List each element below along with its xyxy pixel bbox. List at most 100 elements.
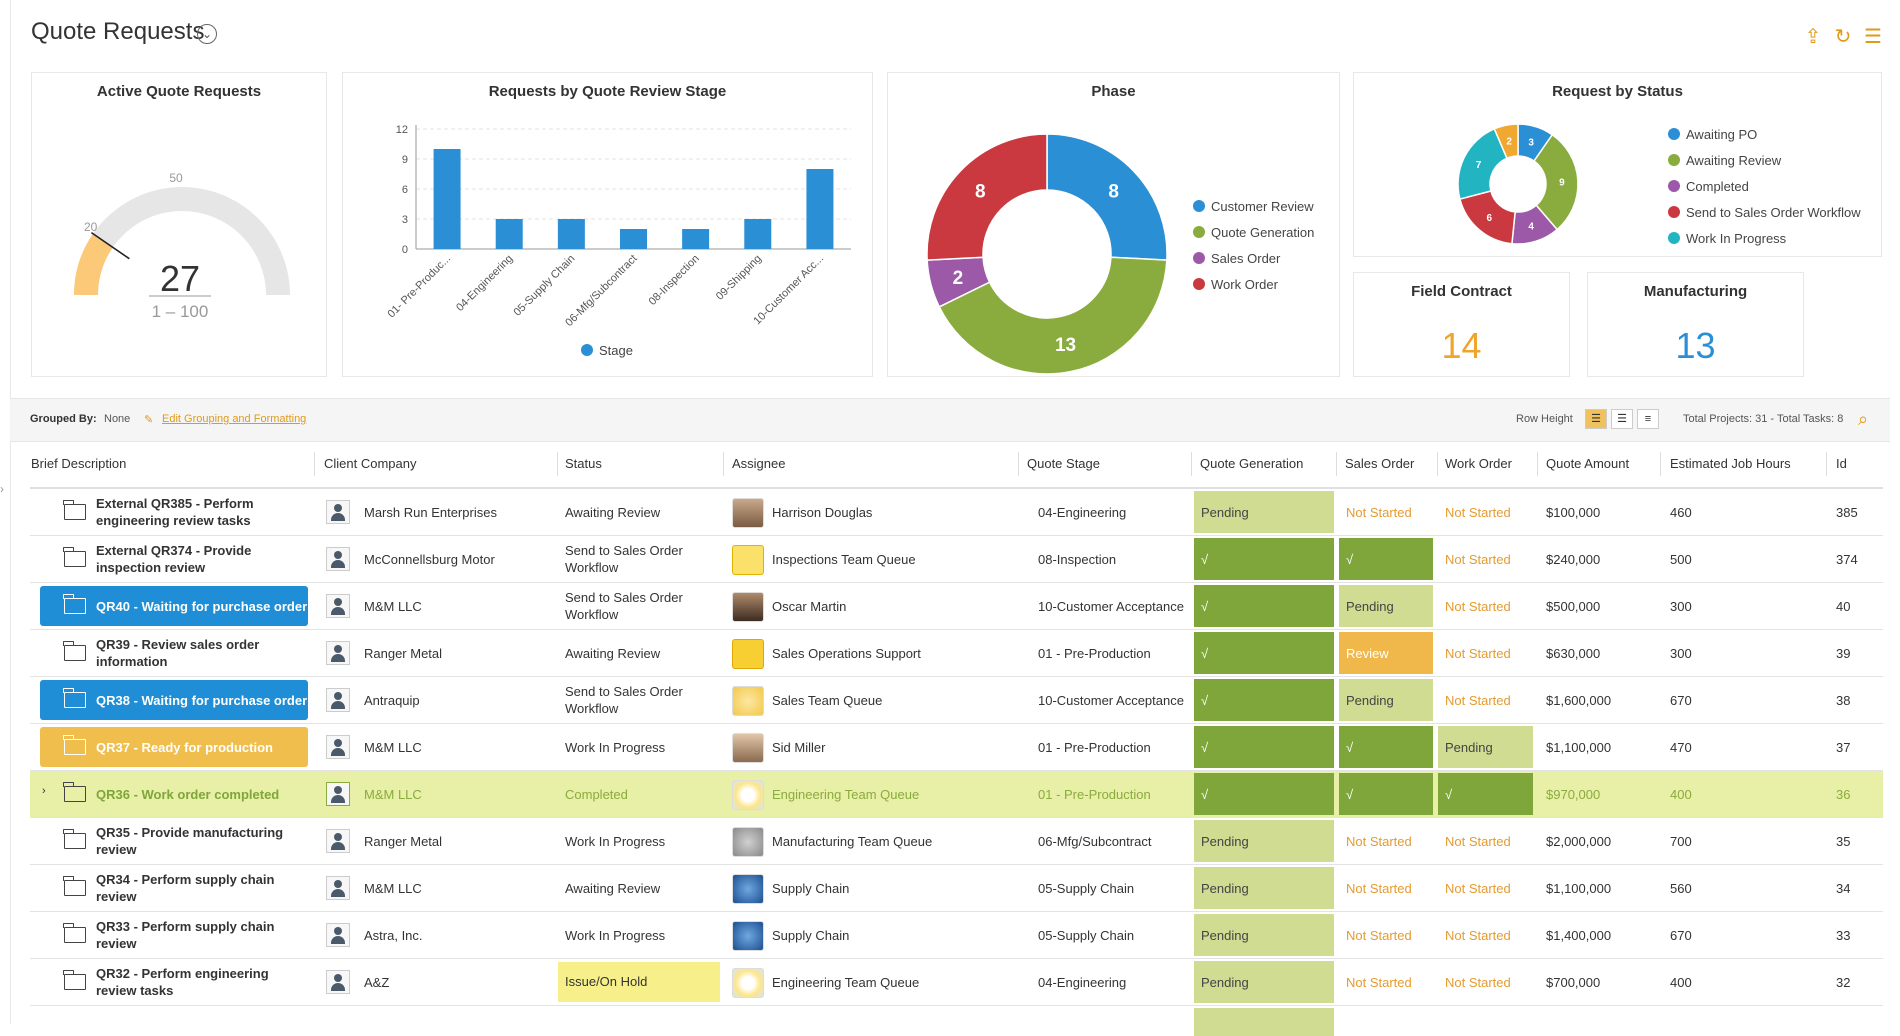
brief-description-cell[interactable]: QR35 - Provide manufacturing review [40,821,308,861]
table-row[interactable]: QR35 - Provide manufacturing review Rang… [30,818,1883,865]
cloud-upload-icon[interactable]: ⇪ [1804,26,1822,48]
side-panel-toggle-icon[interactable]: › [0,482,4,496]
donut-slice[interactable] [938,256,1168,375]
assignee-cell[interactable]: Manufacturing Team Queue [772,834,933,849]
brief-description-cell[interactable]: QR32 - Perform engineering review tasks [40,962,308,1002]
assignee-cell[interactable]: Sales Team Queue [772,693,883,708]
sales-order-cell[interactable]: Not Started [1346,505,1412,520]
brief-description-text[interactable]: QR34 - Perform supply chain review [96,872,275,904]
work-order-cell[interactable]: Not Started [1445,599,1511,614]
donut-slice[interactable] [1493,123,1519,160]
sales-order-cell[interactable]: √ [1339,726,1433,768]
quote-generation-cell[interactable]: √ [1194,726,1334,768]
assignee-cell[interactable]: Inspections Team Queue [772,552,916,567]
sales-order-cell[interactable]: Not Started [1346,928,1412,943]
work-order-cell[interactable]: Not Started [1445,552,1511,567]
quote-generation-cell[interactable]: √ [1194,585,1334,627]
assignee-cell[interactable]: Engineering Team Queue [772,975,920,990]
brief-description-cell[interactable]: QR33 - Perform supply chain review [40,915,308,955]
row-height-large-button[interactable]: ☰ [1585,409,1607,429]
table-row[interactable]: External QR385 - Perform engineering rev… [30,489,1883,536]
quote-generation-cell[interactable]: √ [1194,632,1334,674]
quote-generation-cell[interactable]: Pending [1194,491,1334,533]
edit-grouping-link[interactable]: Edit Grouping and Formatting [162,413,307,425]
table-row[interactable]: External QR374 - Provide inspection revi… [30,536,1883,583]
brief-description-text[interactable]: QR35 - Provide manufacturing review [96,825,284,857]
sales-order-cell[interactable]: Review [1339,632,1433,674]
column-header-quote-generation[interactable]: Quote Generation [1200,456,1304,471]
quote-generation-cell[interactable]: Pending [1194,914,1334,956]
sales-order-cell[interactable]: Not Started [1346,881,1412,896]
brief-description-cell[interactable]: QR40 - Waiting for purchase order [40,586,308,626]
legend-item-stage[interactable]: Stage [581,343,633,358]
assignee-cell[interactable]: Engineering Team Queue [772,787,920,802]
column-header-sales-order[interactable]: Sales Order [1345,456,1415,471]
search-icon[interactable]: ⌕ [1858,409,1869,429]
brief-description-text[interactable]: QR36 - Work order completed [96,786,280,802]
work-order-cell[interactable]: Not Started [1445,505,1511,520]
legend-item-completed[interactable]: Completed [1668,179,1749,194]
quote-generation-cell[interactable]: Pending [1194,867,1334,909]
table-row[interactable]: QR32 - Perform engineering review tasks … [30,959,1883,1006]
column-header-client-company[interactable]: Client Company [324,456,417,471]
brief-description-cell[interactable]: External QR385 - Perform engineering rev… [40,492,308,532]
brief-description-cell[interactable]: QR34 - Perform supply chain review [40,868,308,908]
brief-description-text[interactable]: QR38 - Waiting for purchase order [96,692,308,708]
legend-item-sales-order[interactable]: Sales Order [1193,251,1280,266]
expand-row-icon[interactable]: › [42,785,46,797]
quote-generation-cell[interactable]: √ [1194,679,1334,721]
bar[interactable] [433,149,461,249]
column-header-estimated-job-hours[interactable]: Estimated Job Hours [1670,456,1791,471]
bar[interactable] [682,229,710,249]
assignee-cell[interactable]: Supply Chain [772,881,850,896]
pencil-icon[interactable]: ✎ [144,414,154,426]
bar[interactable] [744,219,772,249]
assignee-cell[interactable]: Sales Operations Support [772,646,921,661]
legend-item-work-in-progress[interactable]: Work In Progress [1668,231,1786,246]
sales-order-cell[interactable]: √ [1339,538,1433,580]
assignee-cell[interactable]: Oscar Martin [772,599,847,614]
donut-slice[interactable] [1046,133,1168,261]
donut-slice[interactable] [926,133,1048,261]
work-order-cell[interactable]: Pending [1438,726,1533,768]
table-row[interactable]: QR34 - Perform supply chain review M&M L… [30,865,1883,912]
list-icon[interactable]: ☰ [1864,26,1882,48]
sales-order-cell[interactable]: Not Started [1346,834,1412,849]
table-row[interactable]: QR40 - Waiting for purchase order M&M LL… [30,583,1883,630]
legend-item-quote-generation[interactable]: Quote Generation [1193,225,1314,240]
legend-item-work-order[interactable]: Work Order [1193,277,1278,292]
column-header-quote-amount[interactable]: Quote Amount [1546,456,1630,471]
work-order-cell[interactable]: Not Started [1445,975,1511,990]
brief-description-text[interactable]: QR39 - Review sales order information [96,637,260,669]
row-height-small-button[interactable]: ≡ [1637,409,1659,429]
brief-description-cell[interactable]: QR38 - Waiting for purchase order [40,680,308,720]
table-row[interactable]: QR33 - Perform supply chain review Astra… [30,912,1883,959]
quote-generation-cell[interactable]: Pending [1194,820,1334,862]
assignee-cell[interactable]: Harrison Douglas [772,505,873,520]
assignee-cell[interactable]: Supply Chain [772,928,850,943]
column-header-brief-description[interactable]: Brief Description [31,456,127,471]
column-header-quote-stage[interactable]: Quote Stage [1027,456,1100,471]
brief-description-text[interactable]: QR37 - Ready for production [96,739,273,755]
bar[interactable] [557,219,585,249]
bar[interactable] [495,219,523,249]
brief-description-cell[interactable]: QR39 - Review sales order information [40,633,308,673]
brief-description-text[interactable]: QR32 - Perform engineering review tasks [96,966,269,998]
assignee-cell[interactable]: Sid Miller [772,740,826,755]
quote-generation-cell[interactable]: √ [1194,773,1334,815]
legend-item-send-to-sales-order[interactable]: Send to Sales Order Workflow [1668,205,1861,220]
brief-description-cell[interactable]: External QR374 - Provide inspection revi… [40,539,308,579]
legend-item-awaiting-review[interactable]: Awaiting Review [1668,153,1781,168]
column-header-id[interactable]: Id [1836,456,1847,471]
bar[interactable] [806,169,834,249]
work-order-cell[interactable]: Not Started [1445,928,1511,943]
legend-item-awaiting-po[interactable]: Awaiting PO [1668,127,1757,142]
table-row[interactable]: QR38 - Waiting for purchase order Antraq… [30,677,1883,724]
brief-description-text[interactable]: QR40 - Waiting for purchase order [96,598,308,614]
table-row[interactable]: › QR37 - Ready for production M&M LLC Wo… [30,724,1883,771]
column-header-assignee[interactable]: Assignee [732,456,786,471]
table-row[interactable]: QR39 - Review sales order information Ra… [30,630,1883,677]
table-row[interactable] [30,1006,1883,1036]
chevron-down-icon[interactable]: ⌄ [197,24,217,44]
work-order-cell[interactable]: Not Started [1445,834,1511,849]
